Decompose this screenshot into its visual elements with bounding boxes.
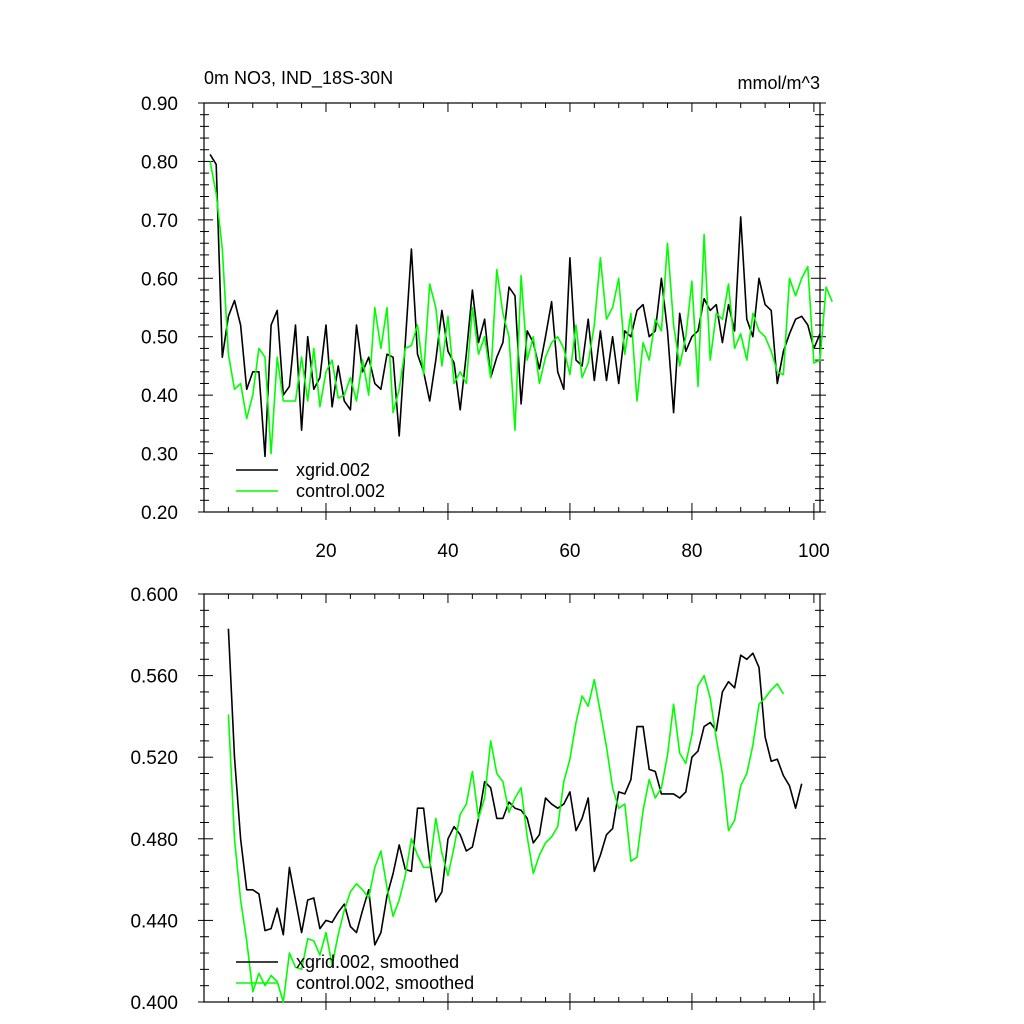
legend-label: xgrid.002, smoothed bbox=[296, 952, 459, 972]
smoothed-panel: 0.400 0.440 0.480 0.520 0.560 0.600 xgrid.002,… bbox=[130, 585, 826, 1014]
plot-frame bbox=[203, 102, 821, 513]
series-line-control bbox=[209, 161, 833, 455]
y-tick-label: 0.50 bbox=[141, 328, 178, 349]
y-tick-label: 0.480 bbox=[130, 830, 178, 851]
y-tick-label: 0.20 bbox=[141, 503, 178, 524]
x-tick-label: 80 bbox=[681, 541, 702, 562]
y-tick-label: 0.90 bbox=[141, 94, 178, 115]
x-tick-label: 100 bbox=[798, 541, 830, 562]
raw-panel: 0.20 0.30 0.40 0.50 0.60 0.70 0.80 0.90 20 40 60 80… bbox=[141, 94, 833, 562]
legend-label: xgrid.002 bbox=[296, 460, 370, 480]
x-tick-label: 20 bbox=[315, 541, 336, 562]
x-tick-label: 60 bbox=[559, 541, 580, 562]
y-tick-label: 0.440 bbox=[130, 911, 178, 932]
y-tick-label: 0.70 bbox=[141, 211, 178, 232]
y-tick-label: 0.80 bbox=[141, 152, 178, 173]
series-line-xgrid bbox=[227, 628, 803, 946]
series-line-control bbox=[227, 674, 785, 1003]
y-tick-label: 0.400 bbox=[130, 993, 178, 1014]
x-tick-label: 40 bbox=[437, 541, 458, 562]
plot-frame bbox=[203, 593, 821, 1003]
y-tick-label: 0.560 bbox=[130, 667, 178, 688]
chart-title: 0m NO3, IND_18S-30N bbox=[204, 68, 393, 89]
chart-units: mmol/m^3 bbox=[738, 73, 820, 93]
y-tick-label: 0.30 bbox=[141, 445, 178, 466]
y-tick-label: 0.60 bbox=[141, 269, 178, 290]
legend-label: control.002 bbox=[296, 481, 385, 501]
y-tick-label: 0.520 bbox=[130, 748, 178, 769]
legend-label: control.002, smoothed bbox=[296, 973, 474, 993]
y-tick-label: 0.600 bbox=[130, 585, 178, 606]
y-tick-label: 0.40 bbox=[141, 386, 178, 407]
